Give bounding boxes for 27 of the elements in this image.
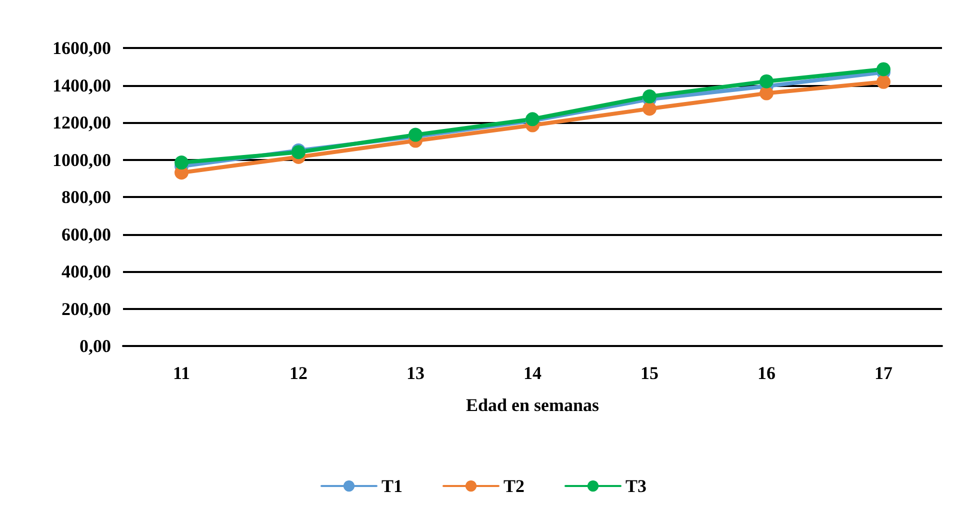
y-tick-label: 1400,00 [52, 75, 111, 96]
y-tick-label: 1200,00 [52, 112, 111, 132]
x-tick-label: 16 [758, 363, 776, 383]
point [760, 74, 774, 88]
point [760, 86, 774, 100]
x-tick-label: 12 [290, 363, 308, 383]
y-tick-label: 1000,00 [52, 150, 111, 170]
point [876, 62, 890, 76]
x-tick-label: 17 [874, 363, 892, 383]
y-tick-label: 200,00 [62, 298, 111, 319]
x-tick-label: 15 [640, 363, 658, 383]
x-tick-label: 13 [406, 363, 424, 383]
x-axis-title: Edad en semanas [466, 395, 600, 415]
y-tick-label: 1600,00 [52, 38, 111, 58]
point [642, 102, 656, 116]
y-tick-label: 0,00 [80, 336, 111, 356]
x-tick-label: 11 [172, 363, 190, 383]
point [642, 89, 656, 104]
legend-label: T2 [503, 476, 525, 496]
y-tick-label: 800,00 [62, 187, 111, 207]
x-tick-label: 14 [524, 363, 542, 383]
point [174, 156, 188, 170]
legend-label: T3 [626, 476, 647, 496]
legend-label: T1 [381, 476, 403, 496]
y-tick-label: 400,00 [62, 262, 111, 282]
y-tick-label: 600,00 [62, 224, 111, 244]
point [876, 74, 890, 89]
